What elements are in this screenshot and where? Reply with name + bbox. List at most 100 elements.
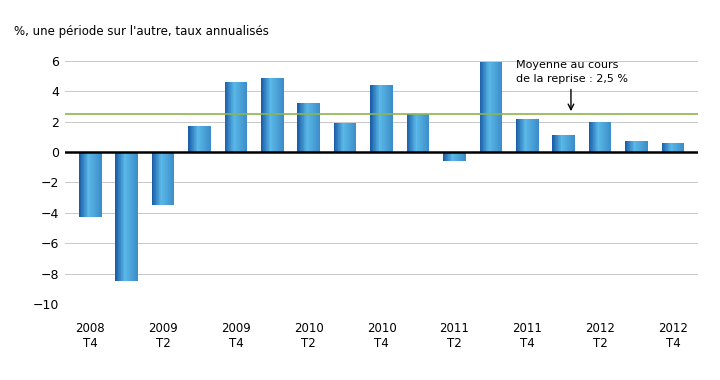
- Bar: [207, 126, 208, 152]
- Bar: [297, 103, 298, 152]
- Bar: [420, 114, 421, 152]
- Bar: [569, 135, 570, 152]
- Bar: [317, 103, 318, 152]
- Bar: [533, 119, 534, 152]
- Bar: [84, 152, 85, 217]
- Bar: [663, 143, 664, 152]
- Text: Moyenne au cours: Moyenne au cours: [516, 60, 618, 70]
- Bar: [170, 152, 171, 205]
- Bar: [279, 78, 280, 152]
- Bar: [262, 78, 263, 152]
- Bar: [670, 143, 672, 152]
- Text: 2009: 2009: [221, 322, 251, 335]
- Bar: [535, 119, 536, 152]
- Bar: [559, 135, 560, 152]
- Bar: [270, 78, 271, 152]
- Bar: [487, 62, 488, 152]
- Bar: [383, 85, 384, 152]
- Bar: [500, 62, 501, 152]
- Bar: [338, 123, 339, 152]
- Bar: [339, 123, 340, 152]
- Bar: [210, 126, 211, 152]
- Bar: [228, 82, 229, 152]
- Bar: [200, 126, 201, 152]
- Bar: [96, 152, 97, 217]
- Bar: [416, 114, 418, 152]
- Bar: [497, 62, 498, 152]
- Bar: [423, 114, 424, 152]
- Bar: [89, 152, 90, 217]
- Bar: [131, 152, 132, 281]
- Bar: [465, 152, 466, 161]
- Bar: [243, 82, 244, 152]
- Bar: [197, 126, 198, 152]
- Bar: [167, 152, 168, 205]
- Bar: [410, 114, 411, 152]
- Bar: [123, 152, 124, 281]
- Bar: [600, 122, 602, 152]
- Bar: [94, 152, 95, 217]
- Bar: [408, 114, 409, 152]
- Bar: [238, 82, 239, 152]
- Bar: [521, 119, 522, 152]
- Bar: [132, 152, 133, 281]
- Bar: [489, 62, 490, 152]
- Bar: [130, 152, 131, 281]
- Bar: [480, 62, 481, 152]
- Bar: [532, 119, 533, 152]
- Bar: [237, 82, 238, 152]
- Text: T2: T2: [156, 337, 171, 350]
- Bar: [204, 126, 205, 152]
- Bar: [115, 152, 116, 281]
- Bar: [198, 126, 199, 152]
- Bar: [538, 119, 539, 152]
- Bar: [97, 152, 98, 217]
- Bar: [677, 143, 678, 152]
- Bar: [160, 152, 161, 205]
- Bar: [381, 85, 382, 152]
- Bar: [158, 152, 159, 205]
- Bar: [461, 152, 462, 161]
- Bar: [161, 152, 163, 205]
- Bar: [641, 141, 642, 152]
- Bar: [568, 135, 569, 152]
- Bar: [428, 114, 429, 152]
- Bar: [171, 152, 172, 205]
- Bar: [452, 152, 453, 161]
- Bar: [526, 119, 527, 152]
- Bar: [191, 126, 192, 152]
- Bar: [315, 103, 316, 152]
- Bar: [91, 152, 93, 217]
- Text: de la reprise : 2,5 %: de la reprise : 2,5 %: [516, 74, 629, 84]
- Bar: [635, 141, 636, 152]
- Bar: [522, 119, 523, 152]
- Bar: [350, 123, 351, 152]
- Bar: [494, 62, 495, 152]
- Bar: [83, 152, 84, 217]
- Bar: [594, 122, 595, 152]
- Bar: [666, 143, 667, 152]
- Bar: [463, 152, 464, 161]
- Bar: [375, 85, 376, 152]
- Bar: [682, 143, 683, 152]
- Bar: [444, 152, 445, 161]
- Bar: [79, 152, 80, 217]
- Bar: [231, 82, 232, 152]
- Bar: [675, 143, 676, 152]
- Bar: [484, 62, 485, 152]
- Text: T4: T4: [520, 337, 535, 350]
- Bar: [607, 122, 608, 152]
- Bar: [640, 141, 641, 152]
- Bar: [680, 143, 681, 152]
- Bar: [414, 114, 415, 152]
- Bar: [419, 114, 420, 152]
- Bar: [118, 152, 120, 281]
- Bar: [565, 135, 566, 152]
- Bar: [166, 152, 167, 205]
- Bar: [117, 152, 118, 281]
- Bar: [567, 135, 568, 152]
- Bar: [629, 141, 630, 152]
- Bar: [636, 141, 637, 152]
- Bar: [485, 62, 486, 152]
- Bar: [194, 126, 195, 152]
